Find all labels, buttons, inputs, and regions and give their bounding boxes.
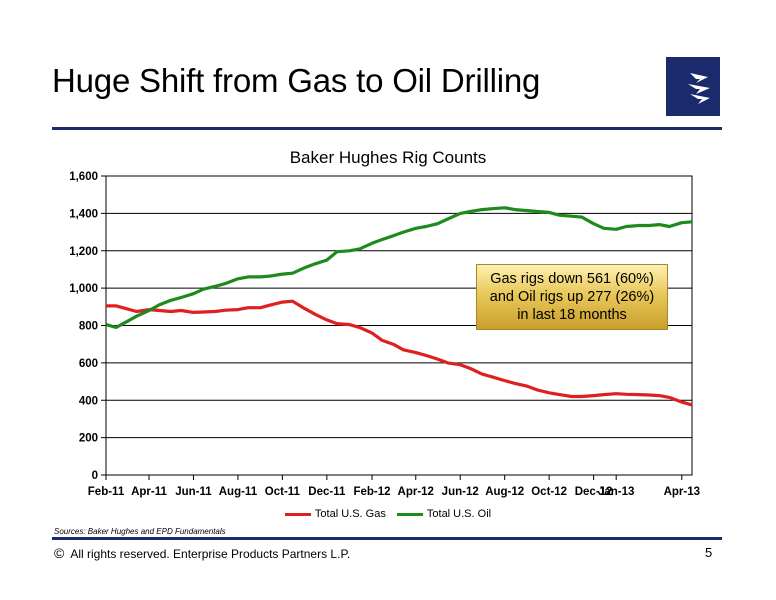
x-tick-label: Apr-13 (664, 486, 700, 498)
legend-label-oil: Total U.S. Oil (426, 508, 492, 520)
x-tick-label: Jan-13 (598, 486, 634, 498)
oil-series-line (105, 206, 693, 329)
x-tick-label: Oct-12 (531, 486, 567, 498)
legend-item-oil: Total U.S. Oil (396, 508, 492, 520)
legend-item-gas: Total U.S. Gas (284, 508, 386, 520)
page-number: 5 (705, 545, 713, 560)
y-tick-label: 800 (79, 321, 98, 333)
x-tick-label: Apr-11 (131, 486, 167, 498)
x-tick-label: Apr-12 (398, 486, 434, 498)
x-tick-label: Jun-11 (175, 486, 212, 498)
x-tick-label: Oct-11 (265, 486, 301, 498)
header-divider (52, 127, 722, 130)
chart-legend: Total U.S. Gas Total U.S. Oil (0, 508, 776, 520)
x-tick-label: Feb-12 (353, 486, 390, 498)
callout-line-2: and Oil rigs up 277 (26%) (489, 289, 655, 305)
y-tick-label: 0 (92, 470, 98, 482)
y-tick-label: 1,600 (69, 171, 98, 183)
chart-title: Baker Hughes Rig Counts (289, 148, 487, 167)
y-tick-label: 1,200 (69, 246, 98, 258)
callout-line-3: in last 18 months (517, 307, 627, 323)
footer-divider (52, 537, 722, 540)
legend-swatch-oil (396, 512, 423, 516)
legend-label-gas: Total U.S. Gas (314, 508, 386, 520)
y-tick-label: 1,400 (69, 208, 98, 220)
y-tick-label: 400 (79, 395, 98, 407)
x-tick-label: Feb-11 (88, 486, 125, 498)
x-tick-label: Dec-12 (575, 486, 613, 498)
copyright-icon: © (54, 545, 65, 561)
legend-swatch-gas (284, 512, 311, 516)
callout-line-1: Gas rigs down 561 (60%) (490, 271, 654, 287)
x-tick-label: Aug-12 (485, 486, 524, 498)
gas-series-line (106, 299, 693, 407)
x-tick-label: Jun-12 (442, 486, 479, 498)
y-tick-label: 600 (79, 358, 98, 370)
footer-text: All rights reserved. Enterprise Products… (70, 547, 351, 561)
x-tick-label: Aug-11 (219, 486, 258, 498)
slide-title: Huge Shift from Gas to Oil Drilling (52, 62, 541, 99)
y-tick-label: 200 (79, 433, 98, 445)
callout-box: Gas rigs down 561 (60%) and Oil rigs up … (476, 264, 668, 330)
enterprise-lightning-logo-icon (666, 57, 720, 116)
sources-note: Sources: Baker Hughes and EPD Fundamenta… (54, 527, 226, 536)
footer: © All rights reserved. Enterprise Product… (54, 545, 350, 561)
y-tick-label: 1,000 (69, 283, 98, 295)
x-tick-label: Dec-11 (308, 486, 346, 498)
